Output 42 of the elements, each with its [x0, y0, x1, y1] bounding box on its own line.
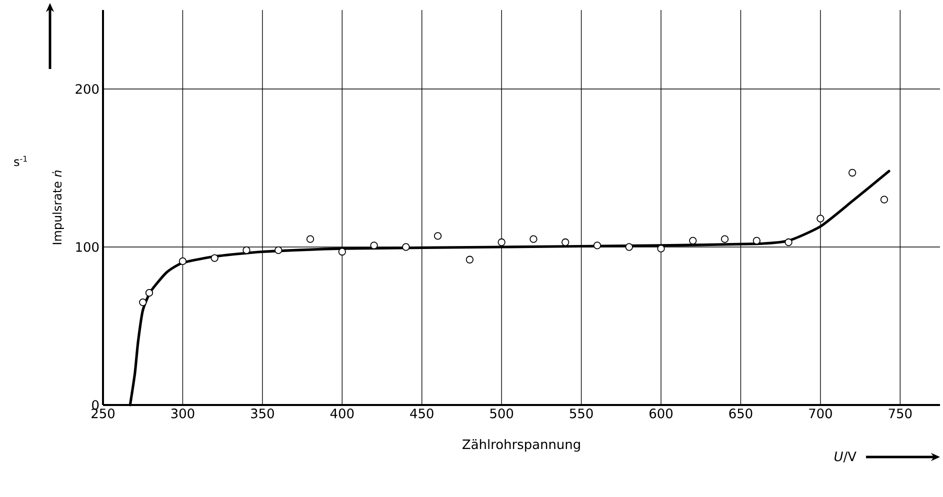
point	[689, 236, 697, 245]
point	[498, 238, 506, 246]
text: s$^{-1}$	[14, 156, 27, 166]
point	[402, 243, 410, 251]
point	[848, 168, 856, 177]
point	[593, 242, 602, 250]
point	[338, 248, 346, 256]
point	[625, 243, 633, 251]
point	[880, 196, 888, 204]
point	[752, 236, 761, 245]
point	[816, 214, 824, 222]
point	[145, 288, 154, 297]
x-tick-label: 350	[251, 408, 274, 418]
point	[178, 257, 187, 266]
x-tick-label: 700	[809, 408, 832, 418]
point	[562, 238, 570, 246]
x-tick-label: 600	[650, 408, 672, 418]
y-axis-title: Impulsrate ṅ	[52, 170, 64, 244]
x-tick-label: 500	[490, 408, 514, 418]
x-tick-label: 300	[171, 408, 194, 418]
x-tick-label: 750	[888, 408, 912, 418]
point	[210, 254, 218, 262]
x-tick-label: 650	[729, 408, 752, 418]
point	[434, 232, 442, 240]
point	[720, 235, 729, 243]
point	[242, 246, 250, 254]
point	[139, 298, 147, 306]
x-axis-title: Zählrohrspannung	[462, 439, 580, 452]
point	[274, 246, 282, 254]
point	[466, 256, 474, 264]
x-tick-label: 450	[410, 408, 434, 418]
y-tick-label: 200	[76, 84, 99, 94]
point	[306, 235, 314, 243]
point	[370, 242, 378, 250]
text: U/V	[834, 452, 856, 462]
y-tick-label: 100	[76, 242, 99, 252]
point	[530, 235, 538, 243]
x-tick-label: 250	[92, 408, 114, 418]
point	[657, 244, 665, 252]
x-tick-label: 550	[570, 408, 593, 418]
point	[784, 238, 792, 246]
x-tick-label: 400	[330, 408, 354, 418]
